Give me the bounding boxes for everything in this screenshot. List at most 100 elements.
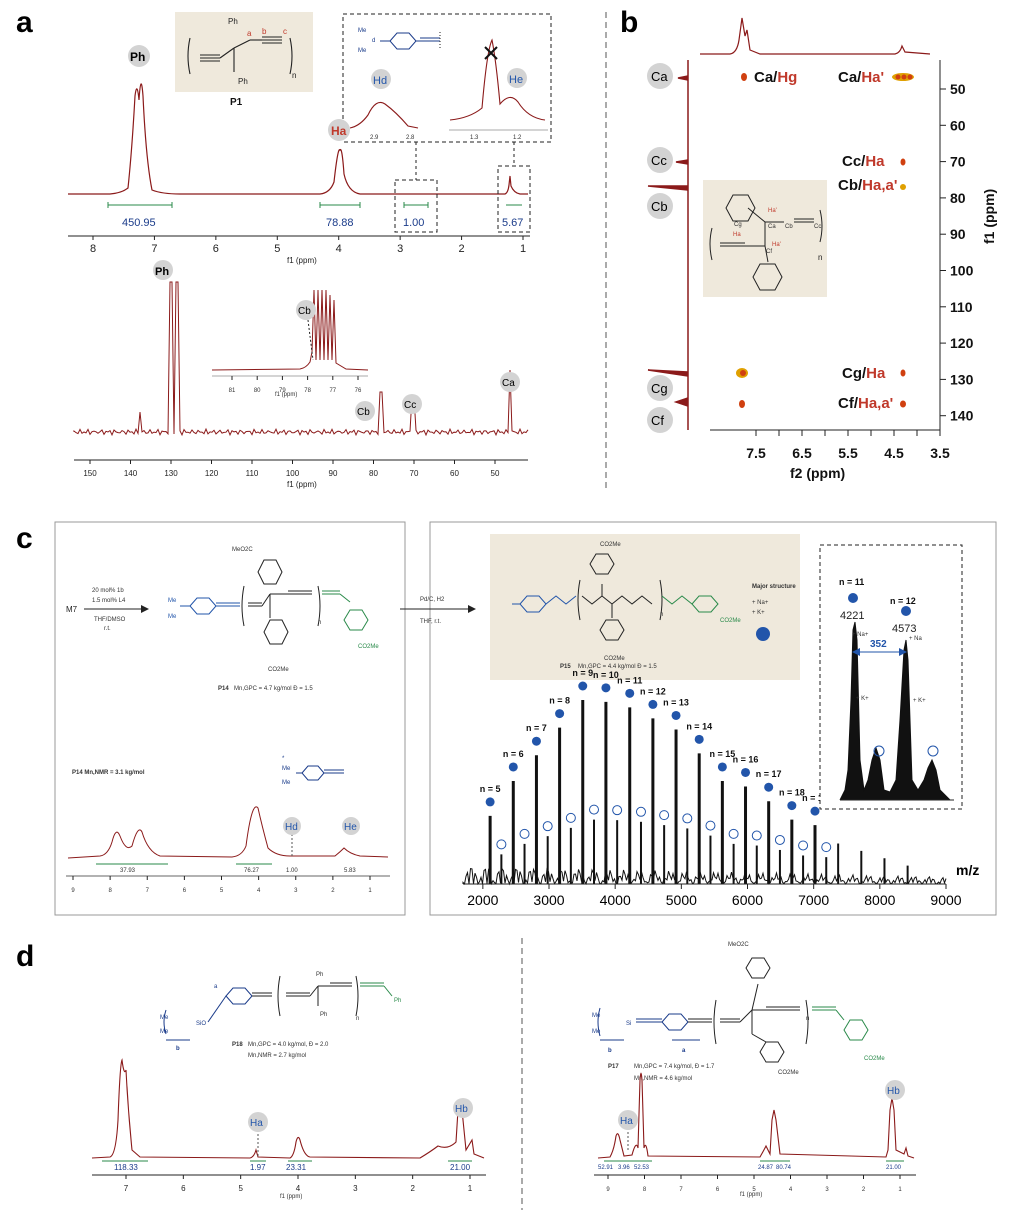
- ms-xtick-label: 6000: [732, 892, 763, 908]
- ms-minor-marker: [496, 839, 507, 850]
- ms-peak-marker: [485, 797, 495, 807]
- arrow2-bot: THF, r.t.: [420, 619, 441, 625]
- ms-peak-marker: [648, 699, 658, 709]
- ms-peak-label: n = 12: [640, 686, 666, 696]
- inset-tick-2: 2.8: [406, 135, 415, 141]
- h1-ph-bubble: [128, 45, 150, 67]
- p14-tick-label: 8: [108, 888, 112, 894]
- c13-inset-cb-bubble: [296, 300, 316, 320]
- c13-inset-tick-label: 79: [279, 388, 286, 394]
- inset-d: d: [372, 38, 375, 44]
- hsqc-ytick-label: 60: [950, 117, 966, 133]
- p18-int-2: 1.97: [250, 1163, 266, 1172]
- p14-tick-label: 5: [220, 888, 224, 894]
- p17-n: n: [806, 1016, 809, 1022]
- ms-xtick-label: 3000: [533, 892, 564, 908]
- hsqc-xtick-label: 3.5: [930, 445, 950, 461]
- inset-me2: Me: [358, 48, 367, 54]
- p14-tick-label: 1: [368, 888, 372, 894]
- hsqc-xtick-label: 5.5: [838, 445, 858, 461]
- ms-peak-label: n = 8: [549, 696, 570, 706]
- ms-minor-marker: [635, 806, 646, 817]
- p17-a: a: [682, 1048, 686, 1054]
- panel-c-label: c: [16, 522, 33, 555]
- ms-peak-marker: [810, 806, 820, 816]
- p14-nmr-integral-3: 1.00: [286, 868, 298, 874]
- ms-peak-label: n = 13: [663, 697, 689, 707]
- p15-n: n: [660, 612, 663, 618]
- c13-inset-tick-label: 76: [355, 388, 362, 394]
- he-zoom-box: [497, 165, 531, 233]
- zoom-mz-4573: 4573: [892, 623, 916, 635]
- p17-backbone: [688, 957, 869, 1063]
- p18-ha-bubble: [248, 1112, 268, 1132]
- inset-structure: [380, 32, 440, 50]
- p14-nmr-hd: Hd: [285, 822, 298, 833]
- ms-minor-marker: [798, 840, 809, 851]
- arrow2-top: Pd/C, H2: [420, 597, 445, 603]
- ms-peak-marker: [787, 801, 797, 811]
- panel-d: Me Me SiO a b Ph Ph Ph n P18 Mn,GPC = 4.…: [91, 942, 916, 1200]
- hsqc-side-label: Cf: [651, 413, 664, 428]
- inset-hd-label: Hd: [373, 75, 387, 87]
- ms-xtick-label: 8000: [864, 892, 895, 908]
- p17-co2me-green: CO2Me: [864, 1056, 885, 1062]
- ms-minor-marker: [705, 820, 716, 831]
- p17-int-1: 52.91: [598, 1165, 614, 1171]
- hsqc-xlabel: f2 (ppm): [790, 465, 845, 481]
- ms-peak-marker: [741, 767, 751, 777]
- ms-xtick-label: 9000: [930, 892, 961, 908]
- p1-label-c: c: [283, 27, 287, 36]
- p18-int-1: 118.33: [114, 1163, 138, 1172]
- ms-peak-label: n = 19: [802, 793, 828, 803]
- p17-b: b: [608, 1048, 612, 1054]
- ms-minor-marker: [774, 834, 785, 845]
- inset-he-bubble: [507, 68, 527, 88]
- p17-ticks: 9 8 7 6 5 4 3 2 1: [606, 1175, 902, 1193]
- ms-peak-marker: [694, 734, 704, 744]
- c13-ph-label: Ph: [155, 266, 169, 278]
- hsqc-structure: [709, 194, 823, 291]
- h1-ha-label: Ha: [331, 124, 347, 138]
- h1-xlabel: f1 (ppm): [287, 256, 317, 265]
- h1-ha-bubble: [328, 119, 350, 141]
- p17-xlabel: f1 (ppm): [740, 1192, 762, 1198]
- zoom-diff: 352: [870, 639, 887, 650]
- c13-inset-cb-label: Cb: [298, 306, 311, 317]
- ms-peak-marker: [555, 709, 565, 719]
- p14-co2me-bot: CO2Me: [268, 667, 289, 673]
- ms-xticks: 2000 3000 4000 5000 6000 7000 8000 9000: [467, 884, 962, 908]
- hsqc-cross-label: Cg/Ha: [842, 365, 886, 382]
- hsqc-struct-cg: Cg: [734, 222, 742, 228]
- p14-nmr-inset-me: Me: [282, 766, 291, 772]
- c13-tick-label: 130: [164, 469, 178, 478]
- p15-co2me-green: CO2Me: [720, 618, 741, 624]
- p18-structure: [163, 987, 272, 1041]
- p15-name: P15: [560, 664, 571, 670]
- p1-structure: [187, 36, 293, 75]
- hsqc-cross-label: Cf/Ha,a': [838, 395, 893, 412]
- c13-cc-label: Cc: [404, 400, 416, 411]
- p17-mn2: Mn,NMR = 4.6 kg/mol: [634, 1076, 692, 1082]
- ms-peak-label: n = 6: [503, 749, 524, 759]
- p14-nmr-spectrum: [67, 806, 389, 859]
- c13-tick-label: 90: [329, 469, 338, 478]
- p18-ph3: Ph: [394, 998, 401, 1004]
- ms-peak-label: n = 14: [686, 721, 712, 731]
- p1-ph-bottom: Ph: [238, 77, 248, 86]
- zoom-mz-4221: 4221: [840, 610, 864, 622]
- p17-tick-label: 3: [825, 1187, 829, 1193]
- hsqc-ytick-label: 140: [950, 408, 974, 424]
- inset-tick-4: 1.2: [513, 135, 522, 141]
- ms-xtick-label: 4000: [600, 892, 631, 908]
- ms-xtick-label: 2000: [467, 892, 498, 908]
- p17-co2me-top: MeO2C: [728, 942, 749, 948]
- p17-tick-label: 6: [716, 1187, 720, 1193]
- p17-tick-label: 5: [752, 1187, 756, 1193]
- hsqc-ytick-label: 80: [950, 190, 966, 206]
- c13-inset-xlabel: f1 (ppm): [275, 392, 297, 398]
- hsqc-ylabel: f1 (ppm): [981, 189, 997, 244]
- ms-minor-marker: [659, 810, 670, 821]
- cond-2: 1.5 mol% L4: [92, 598, 126, 604]
- ms-peak-label: n = 7: [526, 723, 547, 733]
